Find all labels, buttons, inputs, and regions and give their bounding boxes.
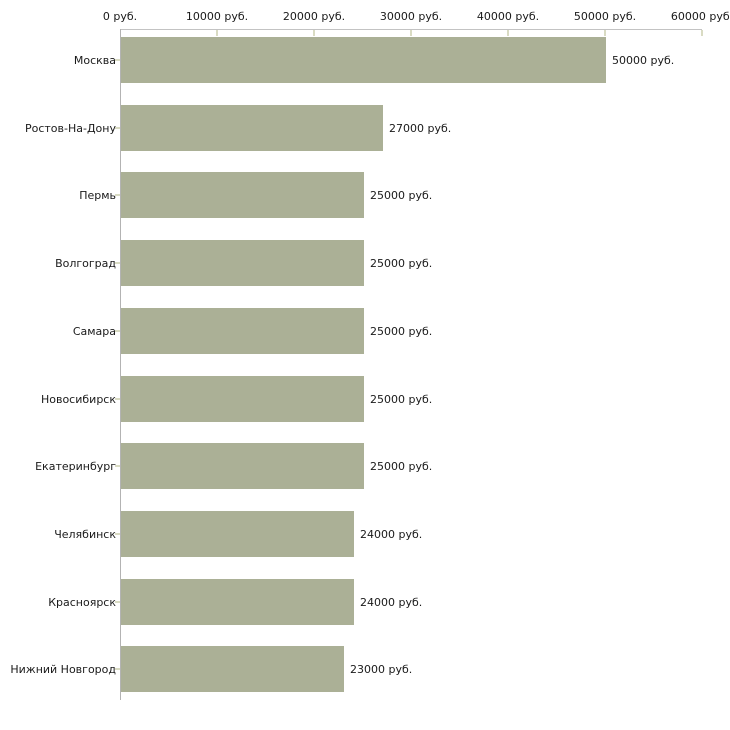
x-axis-tick-label: 30000 руб.: [379, 10, 443, 23]
value-label: 25000 руб.: [370, 188, 433, 202]
bar-3: [121, 172, 364, 218]
category-tick-mark: [115, 398, 120, 400]
x-axis-tick-label: 40000 руб.: [476, 10, 540, 23]
y-axis-line: [120, 29, 121, 700]
bar-9: [121, 579, 354, 625]
x-axis-tick-mark: [313, 30, 315, 36]
x-axis-tick-mark: [410, 30, 412, 36]
category-tick-mark: [115, 668, 120, 670]
category-label: Новосибирск: [40, 392, 116, 406]
x-axis-tick-label: 60000 руб.: [670, 10, 730, 23]
category-label: Москва: [73, 53, 116, 67]
category-tick-mark: [115, 601, 120, 603]
bar-4: [121, 240, 364, 286]
category-label: Челябинск: [54, 527, 116, 541]
category-tick-mark: [115, 59, 120, 61]
value-label: 24000 руб.: [360, 527, 423, 541]
x-axis-line: [120, 29, 702, 30]
value-label: 50000 руб.: [612, 53, 675, 67]
x-axis-tick-mark: [604, 30, 606, 36]
value-label: 25000 руб.: [370, 324, 433, 338]
value-label: 25000 руб.: [370, 256, 433, 270]
x-axis-tick-label: 50000 руб.: [573, 10, 637, 23]
category-tick-mark: [115, 533, 120, 535]
category-tick-mark: [115, 194, 120, 196]
category-tick-mark: [115, 127, 120, 129]
x-axis-tick-label: 20000 руб.: [282, 10, 346, 23]
category-tick-mark: [115, 465, 120, 467]
bar-1: [121, 37, 606, 83]
category-label: Самара: [72, 324, 116, 338]
value-label: 27000 руб.: [389, 121, 452, 135]
value-label: 23000 руб.: [350, 662, 413, 676]
category-label: Волгоград: [55, 256, 116, 270]
x-axis-tick-mark: [216, 30, 218, 36]
x-axis-tick-label: 0 руб.: [102, 10, 138, 23]
x-axis-tick-label: 10000 руб.: [185, 10, 249, 23]
category-label: Пермь: [79, 188, 116, 202]
x-axis-tick-mark: [701, 30, 703, 36]
bar-5: [121, 308, 364, 354]
value-label: 24000 руб.: [360, 595, 423, 609]
category-label: Ростов-На-Дону: [24, 121, 116, 135]
bar-6: [121, 376, 364, 422]
bar-8: [121, 511, 354, 557]
x-axis-tick-mark: [507, 30, 509, 36]
value-label: 25000 руб.: [370, 392, 433, 406]
bar-10: [121, 646, 344, 692]
bar-7: [121, 443, 364, 489]
category-label: Нижний Новгород: [10, 662, 116, 676]
category-label: Екатеринбург: [35, 459, 116, 473]
bar-2: [121, 105, 383, 151]
value-label: 25000 руб.: [370, 459, 433, 473]
category-label: Красноярск: [48, 595, 116, 609]
category-tick-mark: [115, 330, 120, 332]
category-tick-mark: [115, 262, 120, 264]
